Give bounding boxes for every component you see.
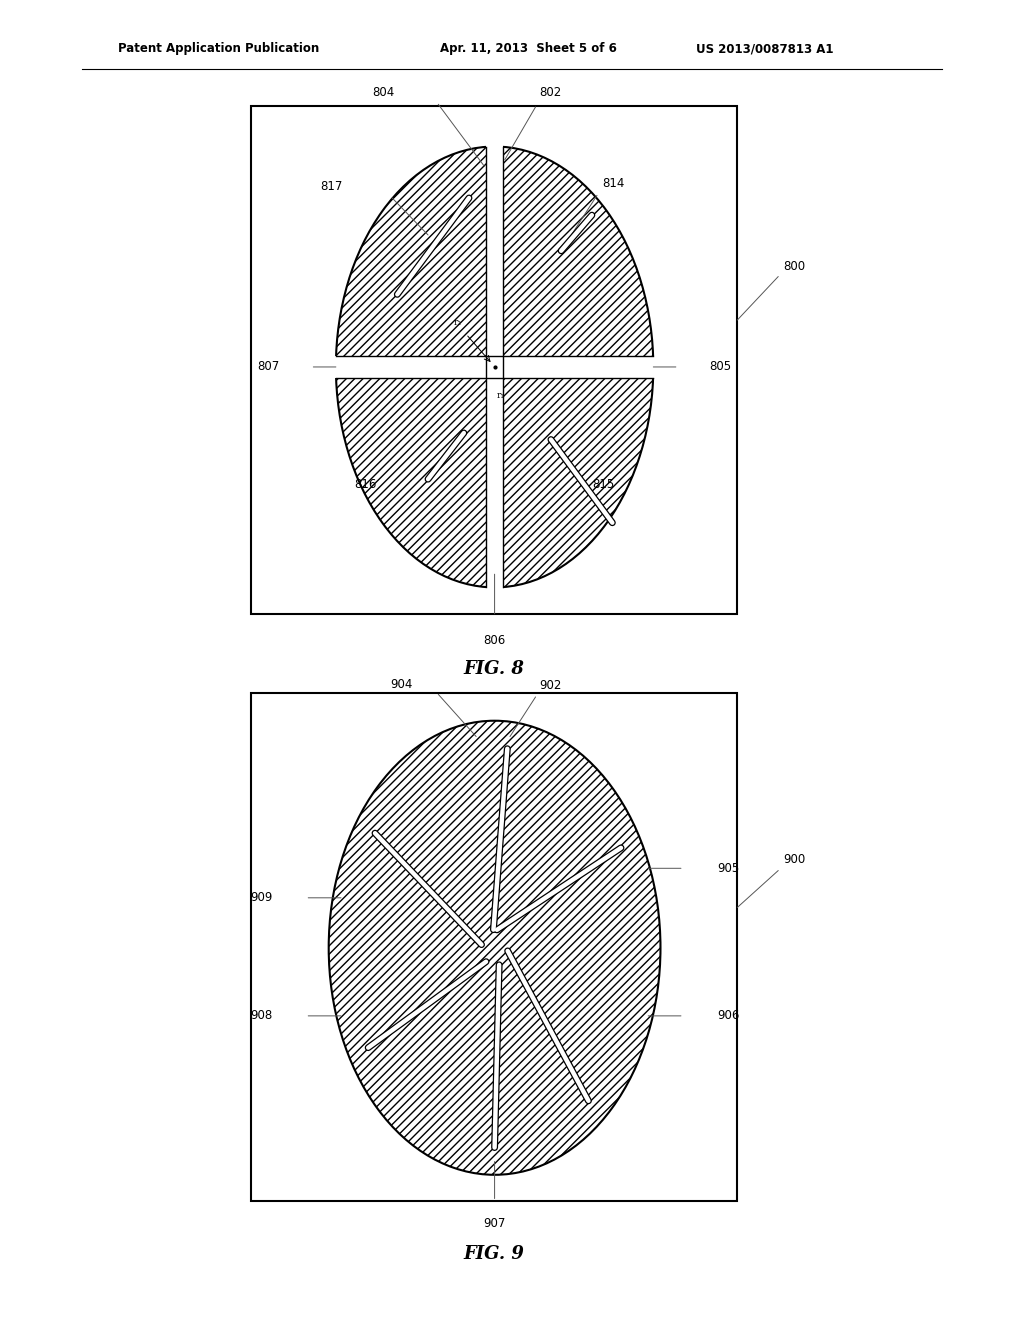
Text: FIG. 9: FIG. 9 [464,1245,524,1263]
Text: 906: 906 [717,1010,739,1023]
Text: 800: 800 [783,260,806,273]
Text: Patent Application Publication: Patent Application Publication [118,42,319,55]
Text: 802: 802 [540,86,562,99]
Text: US 2013/0087813 A1: US 2013/0087813 A1 [696,42,834,55]
Text: r₂: r₂ [454,318,462,327]
Text: Apr. 11, 2013  Sheet 5 of 6: Apr. 11, 2013 Sheet 5 of 6 [440,42,617,55]
Ellipse shape [329,721,660,1175]
Text: 905: 905 [717,862,739,875]
Ellipse shape [336,147,653,587]
Text: 805: 805 [710,360,732,374]
Text: 909: 909 [250,891,272,904]
Text: 904: 904 [390,677,413,690]
Bar [486,144,503,590]
Text: 806: 806 [483,634,506,647]
Text: 900: 900 [783,853,806,866]
Bar [251,693,737,1201]
Text: 907: 907 [483,1217,506,1230]
Bar [334,356,655,378]
Bar [251,106,737,614]
Text: 902: 902 [540,678,562,692]
Text: 908: 908 [250,1010,272,1023]
Text: FIG. 8: FIG. 8 [464,660,524,678]
Text: 804: 804 [372,86,394,99]
Text: 807: 807 [257,360,280,374]
Text: 816: 816 [354,478,377,491]
Text: 817: 817 [321,180,343,193]
Text: 814: 814 [602,177,625,190]
Text: 815: 815 [592,478,614,491]
Text: r₁: r₁ [497,391,505,400]
